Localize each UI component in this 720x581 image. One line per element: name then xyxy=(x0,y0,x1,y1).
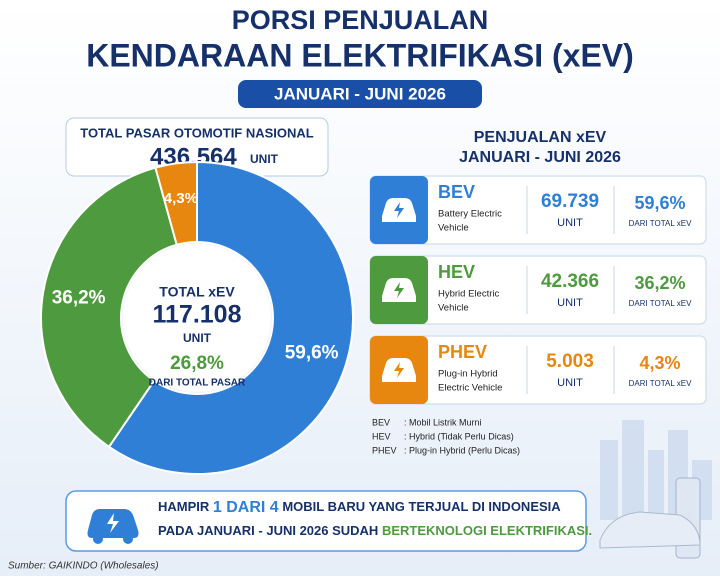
panel-title: PENJUALAN xEV xyxy=(474,129,607,146)
row-code: BEV xyxy=(438,182,475,202)
charging-scene xyxy=(599,477,701,559)
row-icon-bolt xyxy=(394,362,404,378)
source: Sumber: GAIKINDO (Wholesales) xyxy=(8,561,159,572)
row-units: 69.739 xyxy=(541,191,599,212)
center-value: 117.108 xyxy=(153,301,242,329)
row-name: Vehicle xyxy=(438,303,469,314)
row-units: 5.003 xyxy=(546,351,594,372)
center-unit: UNIT xyxy=(183,331,212,345)
row-share: 59,6% xyxy=(634,193,685,213)
donut-slice xyxy=(107,160,354,475)
market-label: TOTAL PASAR OTOMOTIF NASIONAL xyxy=(80,125,314,140)
note-code: BEV xyxy=(372,417,390,427)
row-name: Electric Vehicle xyxy=(438,383,502,394)
donut-slice xyxy=(154,160,198,246)
banner-text: PADA JANUARI - JUNI 2026 SUDAH BERTEKNOL… xyxy=(158,523,592,538)
row-name: Plug-in Hybrid xyxy=(438,369,498,380)
row-share-label: DARI TOTAL xEV xyxy=(629,379,692,388)
slice-label: 59,6% xyxy=(285,342,339,363)
row-share: 36,2% xyxy=(634,273,685,293)
row-unit-label: UNIT xyxy=(557,377,583,389)
row-code: HEV xyxy=(438,262,475,282)
row-share-label: DARI TOTAL xEV xyxy=(629,219,692,228)
panel-title: JANUARI - JUNI 2026 xyxy=(459,149,621,166)
title: PORSI PENJUALAN xyxy=(232,5,489,35)
row-share-label: DARI TOTAL xEV xyxy=(629,299,692,308)
donut-hole xyxy=(123,244,271,392)
market-unit: UNIT xyxy=(250,152,279,166)
note-text: : Plug-in Hybrid (Perlu Dicas) xyxy=(404,445,520,455)
row-unit-label: UNIT xyxy=(557,297,583,309)
note-code: HEV xyxy=(372,431,391,441)
row-name: Battery Electric xyxy=(438,209,502,220)
slice-label: 36,2% xyxy=(52,287,106,308)
row-name: Hybrid Electric xyxy=(438,289,499,300)
note-code: PHEV xyxy=(372,445,397,455)
donut-slice xyxy=(40,166,178,449)
title: KENDARAAN ELEKTRIFIKASI (xEV) xyxy=(86,37,634,73)
banner-car xyxy=(87,509,139,544)
row-units: 42.366 xyxy=(541,271,599,292)
period-badge xyxy=(238,80,482,108)
center-label: TOTAL xEV xyxy=(159,284,235,300)
center-share: 26,8% xyxy=(170,353,224,374)
center-share-label: DARI TOTAL PASAR xyxy=(149,378,246,389)
row-share: 4,3% xyxy=(639,353,680,373)
row-name: Vehicle xyxy=(438,223,469,234)
row-code: PHEV xyxy=(438,342,487,362)
banner-text: HAMPIR 1 DARI 4 MOBIL BARU YANG TERJUAL … xyxy=(158,499,561,516)
note-text: : Hybrid (Tidak Perlu Dicas) xyxy=(404,431,514,441)
slice-label: 4,3% xyxy=(164,190,198,207)
row-unit-label: UNIT xyxy=(557,217,583,229)
row-icon-bolt xyxy=(394,282,404,298)
banner xyxy=(65,490,587,552)
period: JANUARI - JUNI 2026 xyxy=(274,84,446,103)
row-icon-bolt xyxy=(394,202,404,218)
note-text: : Mobil Listrik Murni xyxy=(404,417,482,427)
